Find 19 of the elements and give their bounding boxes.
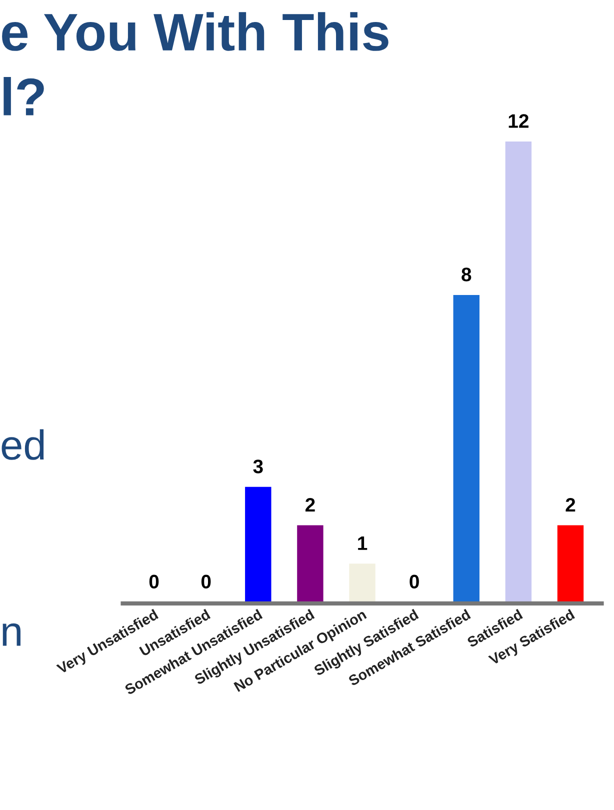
text: e You With This bbox=[2, 12, 388, 51]
data-label: 12 bbox=[508, 114, 528, 128]
text: l? bbox=[4, 76, 44, 116]
bar bbox=[557, 525, 584, 604]
bar bbox=[349, 564, 376, 604]
data-label: 8 bbox=[462, 268, 472, 282]
bar bbox=[297, 525, 324, 604]
text: ed bbox=[2, 429, 44, 460]
data-label: 3 bbox=[253, 460, 263, 474]
data-label: 0 bbox=[410, 574, 419, 588]
data-label: 2 bbox=[305, 498, 315, 512]
bar bbox=[245, 486, 272, 604]
text: n bbox=[2, 623, 20, 646]
data-label: 0 bbox=[201, 574, 211, 588]
data-label: 0 bbox=[149, 574, 159, 588]
bar bbox=[453, 295, 480, 604]
bar bbox=[505, 141, 532, 604]
data-label: 1 bbox=[358, 536, 368, 550]
data-label: 2 bbox=[566, 498, 576, 512]
